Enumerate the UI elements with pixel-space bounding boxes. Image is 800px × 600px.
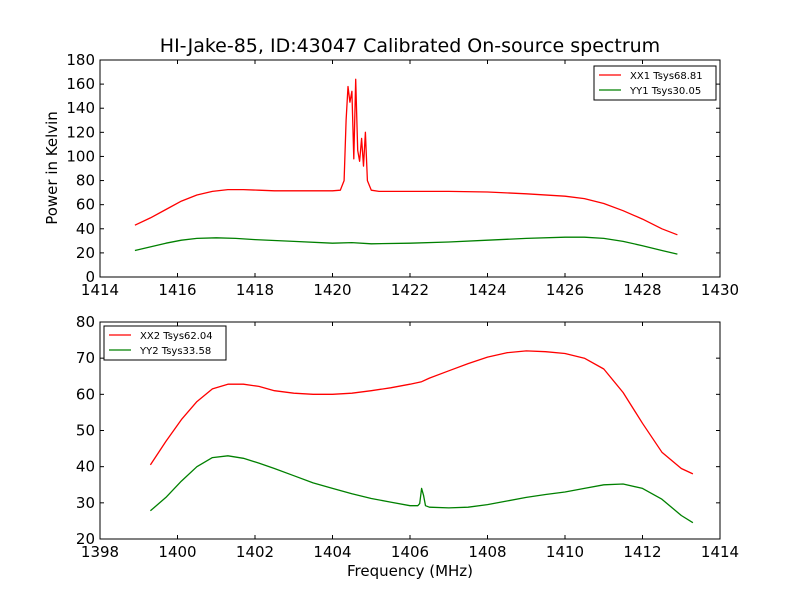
bottom-x-tick-label: 1398 — [81, 543, 119, 561]
top-y-tick-label: 0 — [85, 268, 95, 286]
bottom-y-tick-label: 70 — [76, 349, 95, 367]
top-y-tick-label: 160 — [66, 75, 95, 93]
bottom-y-tick-label: 80 — [76, 313, 95, 331]
figure-title: HI-Jake-85, ID:43047 Calibrated On-sourc… — [160, 35, 660, 57]
top-x-tick-label: 1420 — [313, 281, 351, 299]
top-y-tick-label: 80 — [76, 172, 95, 190]
bottom-axes-frame — [99, 321, 721, 540]
bottom-y-tick-label: 20 — [76, 530, 95, 548]
top-legend-box — [593, 65, 717, 101]
top-legend: XX1 Tsys68.81 YY1 Tsys30.05 — [593, 65, 717, 101]
bottom-y-tick-label: 60 — [76, 385, 95, 403]
bottom-x-tick-label: 1406 — [391, 543, 429, 561]
top-y-tick-label: 60 — [76, 196, 95, 214]
top-series-line-2 — [134, 236, 678, 255]
bottom-x-tick-label: 1408 — [468, 543, 506, 561]
bottom-y-tick-label: 50 — [76, 422, 95, 440]
bottom-y-tick-label: 30 — [76, 494, 95, 512]
bottom-legend-label-1: XX2 Tsys62.04 — [140, 331, 213, 342]
top-legend-label-1: XX1 Tsys68.81 — [630, 71, 703, 82]
bottom-x-tick-label: 1404 — [313, 543, 351, 561]
top-y-tick-label: 140 — [66, 99, 95, 117]
top-x-tick-label: 1422 — [391, 281, 429, 299]
top-series-line-1 — [134, 78, 678, 236]
top-legend-label-2: YY1 Tsys30.05 — [629, 86, 701, 97]
bottom-legend-box — [103, 325, 227, 361]
bottom-panel: 1398 1400 1402 1404 1406 1408 1410 1412 1414 20 30… — [76, 313, 739, 561]
bottom-x-tick-label: 1402 — [236, 543, 274, 561]
bottom-x-tick-label: 1414 — [701, 543, 739, 561]
top-x-tick-label: 1426 — [546, 281, 584, 299]
top-x-tick-label: 1428 — [623, 281, 661, 299]
top-x-tick-label: 1424 — [468, 281, 506, 299]
top-x-tick-label: 1418 — [236, 281, 274, 299]
bottom-y-tick-label: 40 — [76, 458, 95, 476]
top-series-layer — [134, 78, 678, 255]
top-y-axis-label: Power in Kelvin — [43, 111, 61, 225]
top-x-tick-label: 1414 — [81, 281, 119, 299]
top-tick-layer: 1414 1416 1418 1420 1422 1424 1426 1428 1430 0 20 4… — [66, 51, 739, 299]
bottom-series-line-2 — [149, 455, 694, 524]
bottom-legend-label-2: YY2 Tsys33.58 — [139, 346, 211, 357]
top-y-tick-label: 40 — [76, 220, 95, 238]
top-panel: 1414 1416 1418 1420 1422 1424 1426 1428 1430 0 20 4… — [66, 51, 739, 299]
top-y-tick-label: 20 — [76, 244, 95, 262]
bottom-series-line-1 — [149, 350, 694, 475]
bottom-series-layer — [149, 350, 694, 524]
bottom-x-tick-label: 1400 — [158, 543, 196, 561]
top-x-tick-label: 1430 — [701, 281, 739, 299]
top-y-tick-label: 120 — [66, 123, 95, 141]
top-axes-frame — [99, 59, 721, 278]
top-x-tick-label: 1416 — [158, 281, 196, 299]
top-y-tick-label: 180 — [66, 51, 95, 69]
bottom-x-tick-label: 1410 — [546, 543, 584, 561]
bottom-legend: XX2 Tsys62.04 YY2 Tsys33.58 — [103, 325, 227, 361]
x-axis-label: Frequency (MHz) — [347, 562, 473, 580]
bottom-x-tick-label: 1412 — [623, 543, 661, 561]
bottom-tick-layer: 1398 1400 1402 1404 1406 1408 1410 1412 1414 20 30… — [76, 313, 739, 561]
top-y-tick-label: 100 — [66, 147, 95, 165]
